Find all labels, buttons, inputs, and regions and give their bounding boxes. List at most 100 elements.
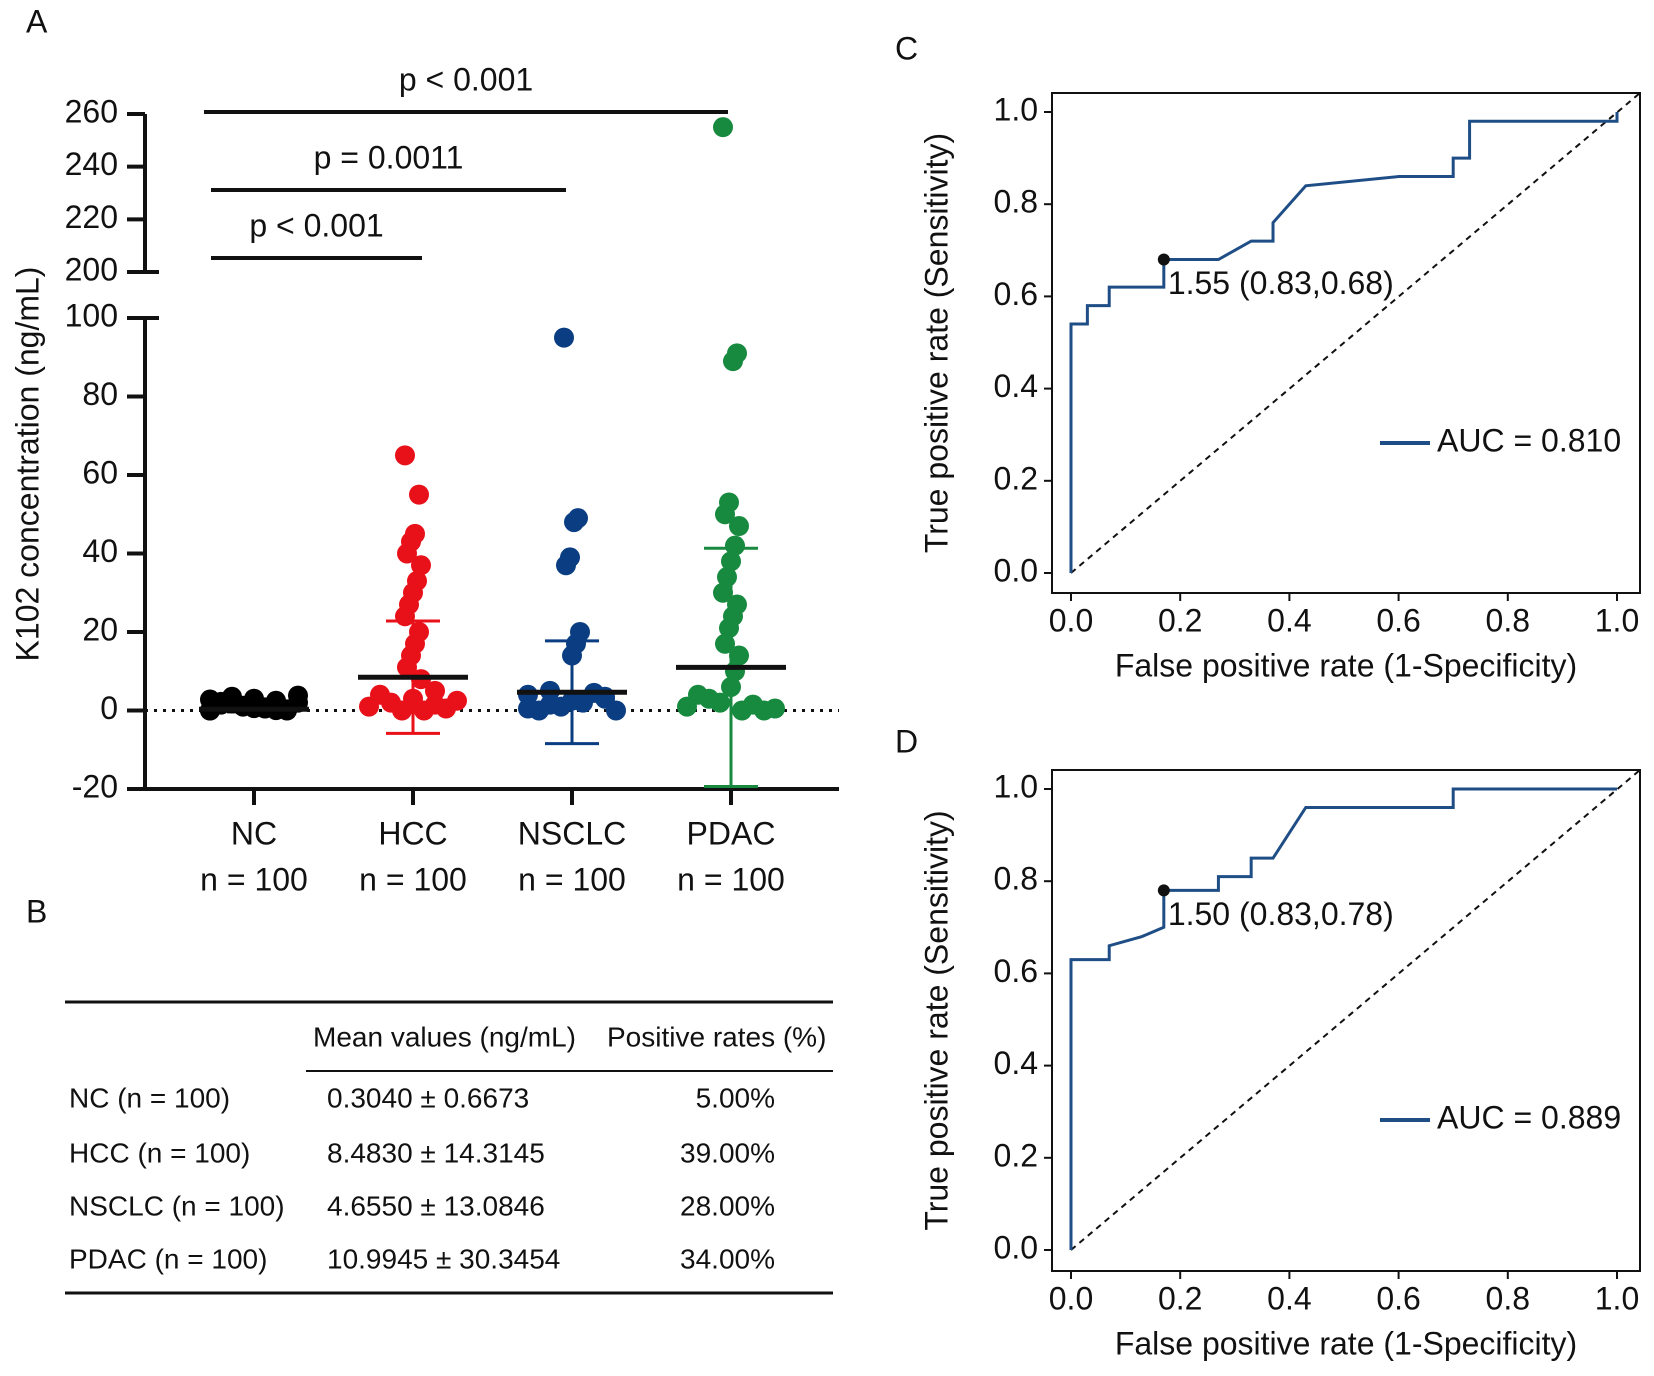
significance-label: p < 0.001: [399, 61, 533, 97]
data-point: [518, 698, 538, 719]
table-cell: 5.00%: [696, 1082, 775, 1113]
table-cell: 4.6550 ± 13.0846: [327, 1190, 545, 1221]
group-size: n = 100: [677, 861, 785, 897]
table-header: Positive rates (%): [607, 1021, 826, 1052]
data-point: [200, 689, 220, 710]
table-cell: 8.4830 ± 14.3145: [327, 1137, 545, 1168]
data-point: [719, 618, 739, 639]
significance-label: p < 0.001: [249, 207, 383, 243]
data-point: [540, 694, 560, 715]
y-tick-label: 100: [65, 297, 118, 333]
x-tick-label: 1.0: [1595, 602, 1639, 638]
y-tick-label: -20: [72, 768, 118, 804]
data-point: [688, 684, 708, 705]
data-point: [713, 582, 733, 603]
y-tick-label: 220: [65, 199, 118, 235]
data-point: [288, 685, 308, 706]
x-axis-title: False positive rate (1-Specificity): [1115, 1325, 1577, 1361]
data-point: [554, 327, 574, 348]
y-tick-label: 0.4: [994, 368, 1038, 404]
x-axis-title: False positive rate (1-Specificity): [1115, 647, 1577, 683]
y-axis-title: True positive rate (Sensitivity): [918, 810, 954, 1230]
reference-line: [1070, 92, 1641, 574]
cutoff-point: [1157, 253, 1170, 266]
table-cell: 34.00%: [680, 1243, 775, 1274]
data-point: [723, 351, 743, 372]
x-tick-label: 1.0: [1595, 1280, 1639, 1316]
y-tick-label: 0.6: [994, 953, 1038, 989]
y-tick-label: 0.2: [994, 460, 1038, 496]
x-tick-label: 0.8: [1486, 1280, 1530, 1316]
y-tick-label: 0.6: [994, 276, 1038, 312]
y-tick-label: 0.8: [994, 184, 1038, 220]
cutoff-point: [1157, 884, 1170, 897]
x-tick-label: 0.8: [1486, 602, 1530, 638]
legend-label: AUC = 0.889: [1437, 1099, 1621, 1135]
x-tick-label: 0.2: [1158, 1280, 1202, 1316]
data-point: [606, 700, 626, 721]
data-point: [447, 690, 467, 711]
x-tick-label: 0.6: [1376, 602, 1420, 638]
y-tick-label: 240: [65, 146, 118, 182]
plot-frame: [1051, 92, 1641, 594]
y-tick-label: 200: [65, 251, 118, 287]
data-point: [556, 555, 576, 576]
data-point: [729, 645, 749, 666]
x-tick-label: NSCLC: [518, 815, 626, 851]
data-point: [411, 555, 431, 576]
panel-label: C: [895, 30, 918, 66]
y-tick-label: 0.0: [994, 552, 1038, 588]
x-tick-label: HCC: [378, 815, 447, 851]
y-tick-label: 40: [82, 533, 118, 569]
y-tick-label: 1.0: [994, 91, 1038, 127]
x-tick-label: NC: [231, 815, 277, 851]
table-cell: 39.00%: [680, 1137, 775, 1168]
y-tick-label: 0.4: [994, 1045, 1038, 1081]
panel-label: D: [895, 723, 918, 759]
table-header: Mean values (ng/mL): [313, 1021, 576, 1052]
data-point: [395, 445, 415, 466]
data-point: [425, 680, 445, 701]
reference-line: [1070, 769, 1641, 1251]
data-point: [370, 684, 390, 705]
table-cell: 0.3040 ± 0.6673: [327, 1082, 529, 1113]
y-axis-title: K102 concentration (ng/mL): [9, 267, 45, 662]
group-size: n = 100: [200, 861, 308, 897]
x-tick-label: 0.4: [1267, 602, 1311, 638]
data-point: [392, 700, 412, 721]
y-tick-label: 60: [82, 454, 118, 490]
panel-label: A: [26, 3, 48, 39]
y-tick-label: 0: [100, 690, 118, 726]
table-cell: 28.00%: [680, 1190, 775, 1221]
data-point: [743, 694, 763, 715]
data-point: [425, 694, 445, 715]
data-point: [729, 516, 749, 537]
x-tick-label: 0.4: [1267, 1280, 1311, 1316]
data-point: [397, 543, 417, 564]
annotation: 1.55 (0.83,0.68): [1168, 265, 1394, 301]
y-tick-label: 0.2: [994, 1137, 1038, 1173]
table-cell: 10.9945 ± 30.3454: [327, 1243, 560, 1274]
table-cell: NC (n = 100): [69, 1082, 230, 1113]
data-point: [710, 692, 730, 713]
x-tick-label: 0.0: [1049, 602, 1093, 638]
x-tick-label: 0.0: [1049, 1280, 1093, 1316]
table-cell: HCC (n = 100): [69, 1137, 250, 1168]
roc-curve: [1069, 112, 1619, 573]
y-tick-label: 260: [65, 93, 118, 129]
group-size: n = 100: [518, 861, 626, 897]
y-tick-label: 80: [82, 376, 118, 412]
table-cell: PDAC (n = 100): [69, 1243, 267, 1274]
panel-label: B: [26, 893, 47, 929]
data-point: [713, 117, 733, 138]
y-tick-label: 20: [82, 611, 118, 647]
data-point: [765, 698, 785, 719]
roc-curve: [1069, 787, 1617, 1250]
x-tick-label: 0.2: [1158, 602, 1202, 638]
annotation: 1.50 (0.83,0.78): [1168, 896, 1394, 932]
data-point: [564, 512, 584, 533]
data-point: [409, 484, 429, 505]
plot-frame: [1051, 769, 1641, 1272]
